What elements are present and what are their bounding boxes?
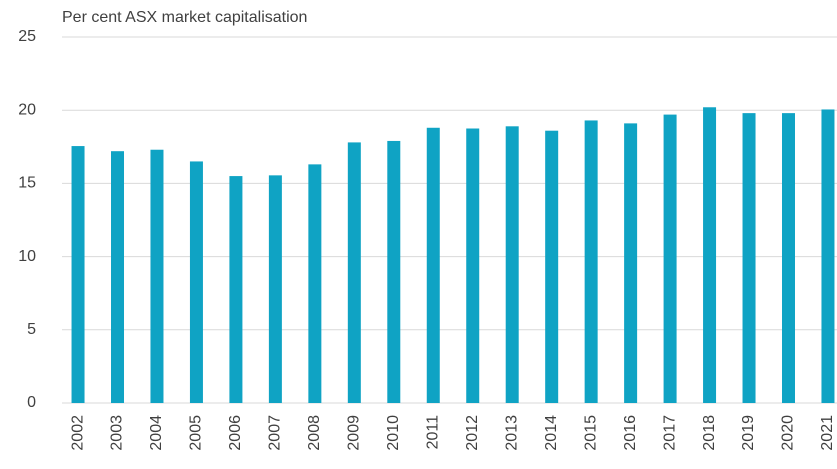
x-tick-label: 2019 [740,415,757,451]
bar [624,123,638,403]
x-tick-label: 2010 [385,415,402,451]
chart-title: Per cent ASX market capitalisation [62,9,307,26]
x-tick-label: 2012 [464,415,481,451]
bar [703,107,717,403]
bar [505,126,519,403]
x-tick-label: 2018 [701,415,718,451]
y-tick-label: 25 [18,28,36,45]
bar [742,113,756,404]
bar [111,151,125,403]
x-tick-label: 2014 [543,415,560,451]
bar [545,130,559,404]
bar [308,164,322,403]
x-tick-label: 2016 [622,415,639,451]
bar [584,120,598,403]
x-tick-label: 2021 [819,415,836,451]
y-tick-label: 20 [18,101,36,118]
bar [347,142,361,403]
x-tick-label: 2005 [188,415,205,451]
x-tick-label: 2004 [148,415,165,451]
x-tick-label: 2011 [424,415,441,450]
bar [781,113,795,404]
x-tick-label: 2002 [69,415,86,451]
y-tick-label: 0 [27,394,36,411]
x-tick-label: 2003 [109,415,126,451]
x-tick-label: 2009 [346,415,363,451]
bar [229,176,243,403]
bar [387,140,401,403]
x-tick-label: 2007 [267,415,284,451]
x-tick-label: 2017 [661,415,678,451]
y-tick-label: 5 [27,321,36,338]
bar [150,149,164,403]
x-tick-label: 2020 [780,415,797,451]
bar [189,161,203,403]
bar [663,114,677,403]
bar [71,146,85,403]
x-tick-label: 2013 [503,415,520,451]
y-tick-label: 15 [18,175,36,192]
bar [821,109,835,403]
y-tick-label: 10 [18,248,36,265]
x-tick-label: 2015 [582,415,599,451]
x-tick-label: 2006 [227,415,244,451]
bar [426,127,440,403]
bar [268,175,282,403]
bar [466,128,480,403]
x-tick-label: 2008 [306,415,323,451]
